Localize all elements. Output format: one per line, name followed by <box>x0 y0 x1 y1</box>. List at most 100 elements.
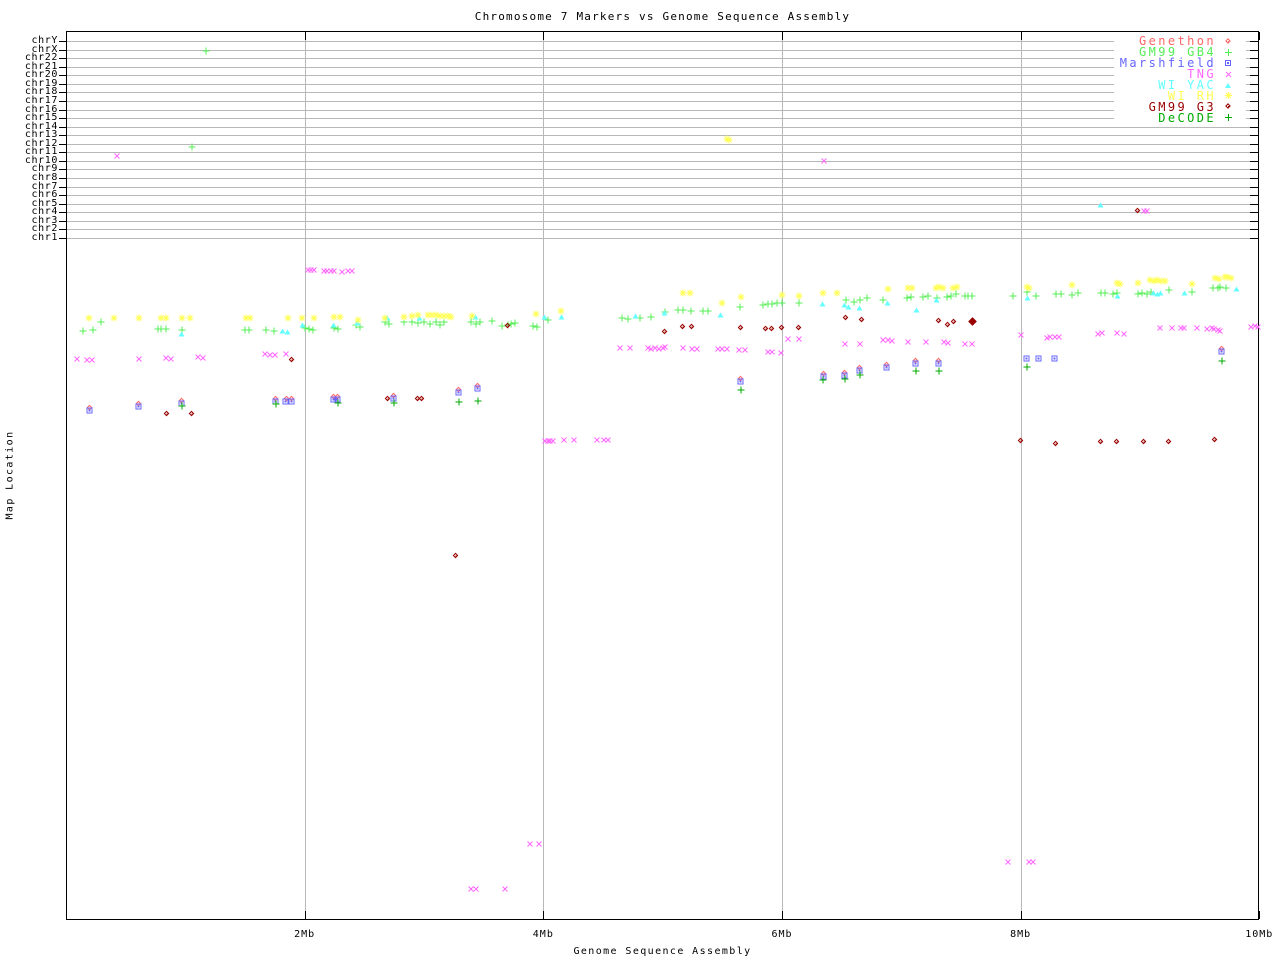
y-tick-left <box>59 109 66 111</box>
chr-label: chr12 <box>24 137 58 149</box>
y-tick-right <box>1250 186 1258 188</box>
marker-gm99_gb4 <box>687 307 696 316</box>
marker-decode <box>1218 357 1227 366</box>
marker-decode <box>737 386 746 395</box>
x-tick-bottom <box>1020 911 1022 919</box>
marker-wi_rh <box>1067 281 1076 290</box>
marker-tng <box>199 354 208 363</box>
y-tick-left <box>59 100 66 102</box>
y-axis-title: Map Location <box>4 430 16 520</box>
marker-wi_rh <box>939 284 948 293</box>
y-tick-left <box>59 212 66 214</box>
legend-label: DeCODE <box>1158 110 1216 125</box>
marker-gm99_g3 <box>943 321 952 330</box>
chr-label: chr9 <box>31 163 58 175</box>
marker-marshfield <box>1218 348 1227 357</box>
marker-gm99_gb4 <box>385 320 394 329</box>
legend-item: Genethon <box>1114 35 1246 47</box>
gridline-horizontal <box>67 75 1258 77</box>
marker-gm99_g3 <box>768 325 777 334</box>
marker-gm99_gb4 <box>177 326 186 335</box>
marker-decode <box>473 397 482 406</box>
gridline-horizontal <box>67 160 1258 162</box>
chr-label: chrY <box>31 35 58 46</box>
marker-gm99_gb4 <box>244 326 253 335</box>
x-tick-top <box>543 32 545 40</box>
marker-wi_yac <box>841 301 850 310</box>
marker-tng <box>615 344 624 353</box>
marker-wi_yac <box>330 321 339 330</box>
marker-tng <box>693 345 702 354</box>
y-tick-right <box>1250 143 1258 145</box>
marker-wi_yac <box>283 328 292 337</box>
plot-area <box>66 31 1261 920</box>
y-tick-right <box>1250 92 1258 94</box>
marker-gm99_g3 <box>777 324 786 333</box>
legend-item: GM99 G3 <box>1114 101 1246 113</box>
y-tick-left <box>59 220 66 222</box>
gridline-vertical <box>304 32 306 919</box>
y-tick-left <box>59 49 66 51</box>
marker-gm99_g3 <box>503 322 512 331</box>
marker-wi_rh <box>109 314 118 323</box>
marker-gm99_gb4 <box>431 318 440 327</box>
y-tick-left <box>59 152 66 154</box>
marker-tng <box>1156 324 1165 333</box>
marker-gm99_g3 <box>384 395 393 404</box>
marker-marshfield <box>935 360 944 369</box>
marker-gm99_gb4 <box>1096 289 1105 298</box>
marker-gm99_g3 <box>417 395 426 404</box>
y-tick-right <box>1250 178 1258 180</box>
marker-tng <box>1143 207 1152 216</box>
marker-gm99_g3 <box>678 323 687 332</box>
y-tick-right <box>1250 169 1258 171</box>
marker-decode <box>911 367 920 376</box>
marker-tng <box>134 355 143 364</box>
marker-gm99_gb4 <box>1009 292 1018 301</box>
marker-tng <box>783 335 792 344</box>
marker-gm99_g3 <box>935 317 944 326</box>
chr-label: chr8 <box>31 172 58 184</box>
marker-gm99_gb4 <box>768 300 777 309</box>
marker-wi_yac <box>558 313 567 322</box>
marker-gm99_gb4 <box>89 326 98 335</box>
marker-decode <box>818 376 827 385</box>
marker-gm99_gb4 <box>1067 291 1076 300</box>
y-tick-right <box>1250 118 1258 120</box>
gridline-horizontal <box>67 49 1258 51</box>
y-tick-left <box>59 178 66 180</box>
marker-tng <box>548 437 557 446</box>
chr-label: chr5 <box>31 197 58 209</box>
marker-wi_yac <box>884 299 893 308</box>
marker-wi_yac <box>540 313 549 322</box>
marker-wi_yac <box>1232 285 1241 294</box>
gridline-horizontal <box>67 135 1258 137</box>
marker-wi_yac <box>1096 201 1105 210</box>
marker-tng <box>626 344 635 353</box>
marker-gm99_gb4 <box>269 327 278 336</box>
marker-wi_yac <box>855 304 864 313</box>
gridline-horizontal <box>67 92 1258 94</box>
gridline-horizontal <box>67 237 1258 239</box>
chr-label: chr3 <box>31 214 58 226</box>
marker-wi_yac <box>912 306 921 315</box>
marker-gm99_gb4 <box>440 318 449 327</box>
marker-tng <box>310 266 319 275</box>
marker-tng <box>348 267 357 276</box>
gridline-horizontal <box>67 169 1258 171</box>
marker-marshfield <box>882 364 891 373</box>
marker-gm99_gb4 <box>1213 284 1222 293</box>
marker-gm99_gb4 <box>466 318 475 327</box>
marker-gm99_gb4 <box>879 296 888 305</box>
y-tick-right <box>1250 58 1258 60</box>
chr-label: chr18 <box>24 86 58 98</box>
y-tick-left <box>59 203 66 205</box>
marker-gm99_g3 <box>188 410 197 419</box>
x-tick-label: 4Mb <box>532 929 554 940</box>
marker-decode <box>841 375 850 384</box>
marker-gm99_g3 <box>1164 438 1173 447</box>
marker-tng <box>922 338 931 347</box>
marker-gm99_gb4 <box>646 313 655 322</box>
marker-decode <box>454 398 463 407</box>
